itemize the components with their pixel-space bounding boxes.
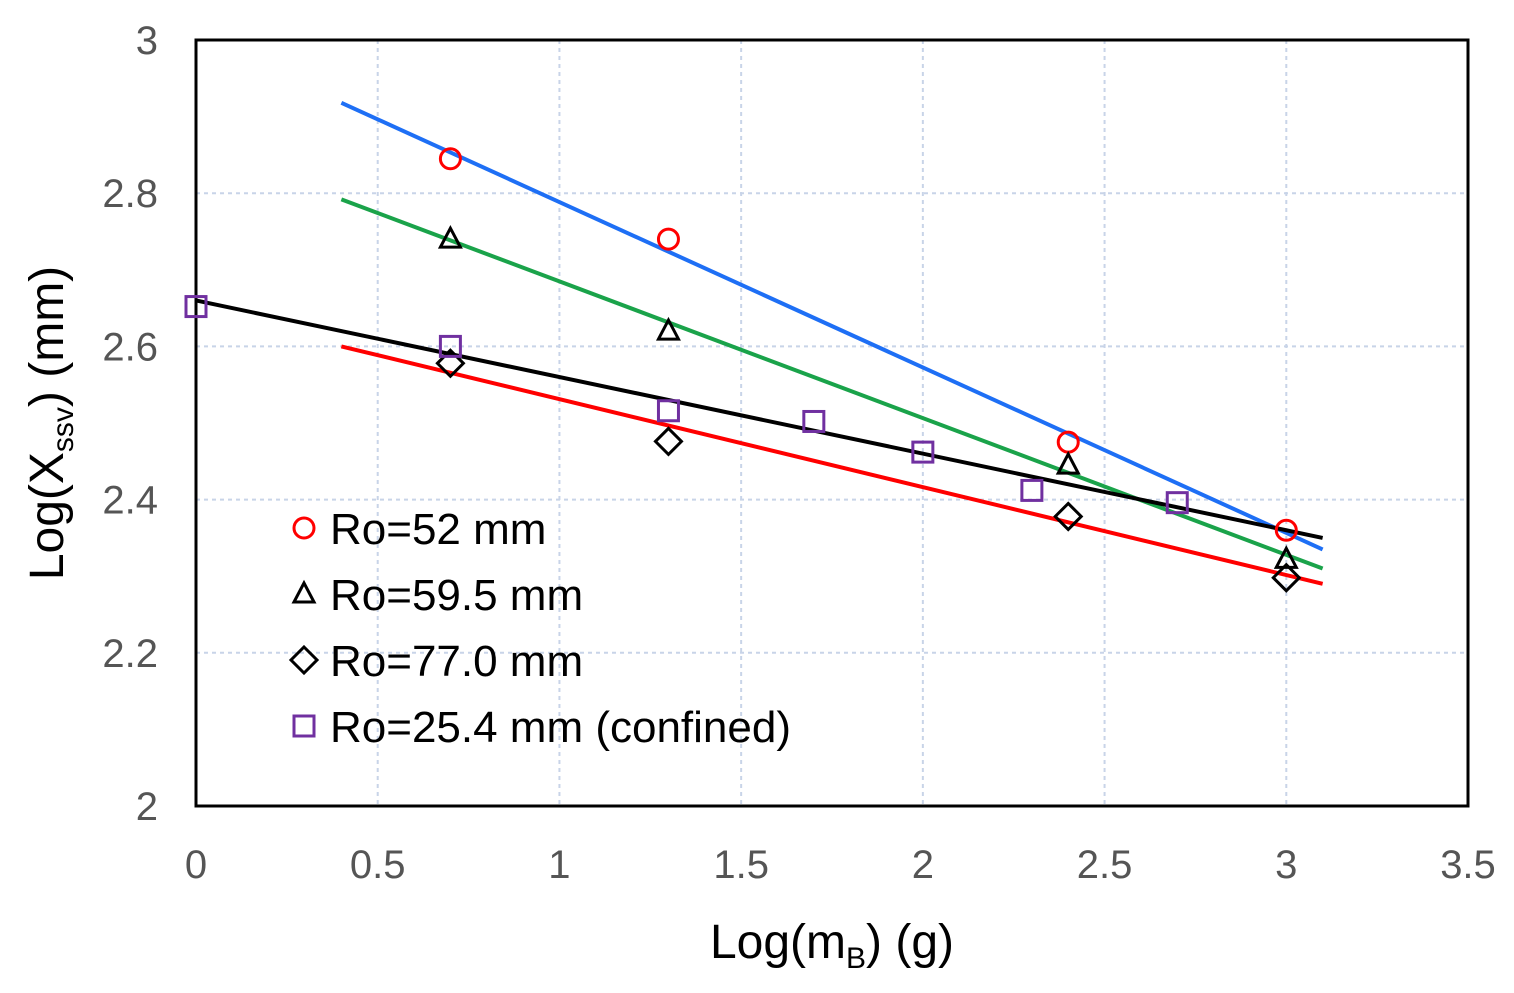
series-4-point [802,409,826,433]
series-3-point [435,348,466,379]
y-axis-label: Log(Xssv) (mm) [21,266,80,580]
series-2-point [1273,545,1299,569]
legend-label-1: Ro=52 mm [330,505,546,554]
fit-lines [195,100,1324,586]
x-tick-label: 1.5 [713,843,769,887]
fit-ro-77.0-line [340,344,1324,586]
x-tick-label: 2 [912,843,934,887]
fit-ro-52-line [340,100,1324,552]
series-4-point [1020,478,1044,502]
series-2-point [655,316,681,341]
series-4-point [656,399,680,423]
legend-marker-2 [291,579,317,604]
series-4-point [184,295,208,319]
data-markers [184,147,1302,593]
y-tick-label: 2.4 [102,479,158,523]
legend-label-4: Ro=25.4 mm (confined) [330,703,791,752]
series-1-point [1274,518,1298,542]
y-tick-label: 2.6 [102,325,158,369]
x-tick-label: 1 [548,843,570,887]
series-3-point [1053,501,1084,532]
plot-area-frame [194,38,1470,808]
x-tick-label: 3 [1275,843,1297,887]
gridlines [196,40,1468,806]
legend-marker-1 [292,516,316,540]
x-axis-label: Log(mB) (g) [710,916,954,975]
series-4-point [1165,491,1189,515]
series-1-point [438,147,462,171]
x-tick-label: 0.5 [350,843,406,887]
y-tick-label: 3 [136,19,158,63]
legend-marker-4 [292,714,316,738]
fit-confined-line [195,298,1324,540]
y-tick-labels: 2 2.2 2.4 2.6 2.8 3 [102,19,158,829]
legend-label-2: Ro=59.5 mm [330,571,583,620]
x-tick-label: 2.5 [1077,843,1133,887]
y-tick-label: 2 [136,785,158,829]
x-tick-label: 3.5 [1440,843,1496,887]
series-3-point [653,426,684,457]
legend-marker-3 [288,644,320,676]
legend-label-3: Ro=77.0 mm [330,637,583,686]
fit-ro-59.5-line [340,197,1324,571]
series-3-point [1271,562,1302,593]
x-tick-labels: 0 0.5 1 1.5 2 2.5 3 3.5 [185,843,1496,887]
series-4-point [911,440,935,464]
series-2-point [437,224,463,249]
legend: Ro=52 mm Ro=59.5 mm Ro=77.0 mm Ro=25.4 mm (… [288,505,791,752]
y-tick-label: 2.2 [102,632,158,676]
series-2-point [1055,450,1081,475]
x-tick-label: 0 [185,843,207,887]
y-tick-label: 2.8 [102,172,158,216]
series-1-point [656,227,680,251]
series-4-point [438,334,462,358]
